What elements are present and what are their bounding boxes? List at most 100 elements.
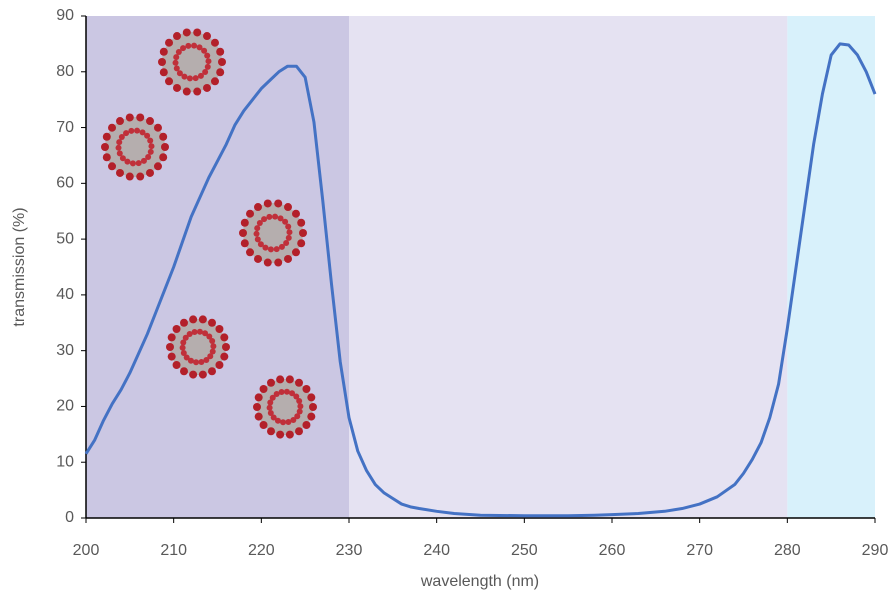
data-line bbox=[84, 42, 877, 518]
virus-spike bbox=[269, 394, 276, 401]
y-tick-label: 80 bbox=[56, 63, 74, 80]
virus-spike bbox=[309, 403, 317, 411]
virus-icon bbox=[101, 113, 169, 181]
virus-spike bbox=[282, 218, 289, 225]
virus-spike bbox=[182, 334, 189, 341]
virus-spike bbox=[267, 409, 274, 416]
y-tick-label: 10 bbox=[56, 453, 74, 470]
virus-body bbox=[170, 319, 226, 375]
virus-spike bbox=[262, 244, 269, 251]
virus-spike bbox=[253, 230, 260, 237]
virus-spike bbox=[198, 359, 205, 366]
virus-spike bbox=[180, 367, 188, 376]
virus-spike bbox=[118, 134, 125, 141]
x-tick-label: 290 bbox=[862, 542, 889, 559]
virus-spike bbox=[173, 83, 181, 92]
virus-spike bbox=[240, 239, 249, 248]
virus-spike bbox=[285, 419, 292, 426]
virus-spike bbox=[274, 199, 283, 208]
virus-spike bbox=[207, 353, 214, 360]
virus-spike bbox=[159, 132, 168, 141]
virus-spike bbox=[276, 375, 285, 384]
virus-spike bbox=[293, 393, 300, 400]
virus-spike bbox=[208, 318, 216, 327]
shaded-region bbox=[86, 16, 349, 518]
virus-icon bbox=[239, 199, 307, 267]
virus-spike bbox=[175, 49, 182, 56]
virus-spike bbox=[146, 168, 154, 177]
virus-spike bbox=[253, 403, 261, 411]
virus-spike bbox=[102, 132, 111, 141]
virus-spike bbox=[267, 378, 275, 387]
y-tick-label: 40 bbox=[56, 286, 74, 303]
virus-spike bbox=[296, 398, 303, 405]
virus-spike bbox=[274, 417, 281, 424]
virus-spike bbox=[259, 385, 268, 394]
virus-spike bbox=[256, 220, 263, 227]
virus-spike bbox=[172, 325, 181, 334]
virus-spike bbox=[267, 427, 275, 436]
virus-spike bbox=[291, 209, 300, 218]
virus-spike bbox=[191, 42, 198, 49]
virus-spike bbox=[302, 420, 311, 429]
virus-spike bbox=[283, 388, 290, 395]
virus-spike bbox=[295, 378, 303, 387]
virus-spike bbox=[165, 77, 174, 86]
virus-spike bbox=[239, 229, 247, 237]
virus-spike bbox=[198, 315, 207, 324]
virus-spike bbox=[196, 328, 203, 335]
virus-spike bbox=[180, 318, 188, 327]
virus-spike bbox=[146, 117, 154, 126]
virus-spike bbox=[273, 246, 280, 253]
virus-spike bbox=[259, 420, 268, 429]
virus-spike bbox=[102, 153, 111, 162]
y-tick-label: 20 bbox=[56, 398, 74, 415]
virus-spike bbox=[202, 330, 209, 337]
virus-spike bbox=[205, 58, 212, 65]
virus-spike bbox=[180, 339, 187, 346]
virus-spike bbox=[272, 213, 279, 220]
virus-spike bbox=[210, 77, 219, 86]
virus-spike bbox=[246, 209, 255, 218]
virus-spike bbox=[273, 391, 280, 398]
virus-spike bbox=[128, 127, 135, 134]
virus-spike bbox=[116, 117, 124, 126]
virus-spike bbox=[147, 137, 154, 144]
virus-icon bbox=[253, 375, 317, 439]
virus-spike bbox=[145, 153, 152, 160]
virus-spike bbox=[254, 412, 263, 421]
virus-spike bbox=[257, 241, 264, 248]
virus-spike bbox=[158, 58, 166, 66]
virus-spike bbox=[286, 229, 293, 236]
virus-spike bbox=[144, 132, 151, 139]
virus-spike bbox=[266, 404, 273, 411]
virus-spike bbox=[203, 83, 211, 92]
virus-spike bbox=[148, 143, 155, 150]
x-tick-label: 250 bbox=[511, 542, 538, 559]
virus-spike bbox=[285, 223, 292, 230]
virus-spike bbox=[285, 430, 294, 439]
virus-spike bbox=[153, 162, 162, 171]
virus-spike bbox=[161, 143, 169, 151]
y-tick-label: 60 bbox=[56, 175, 74, 192]
virus-spike bbox=[159, 68, 168, 77]
virus-spike bbox=[254, 236, 261, 243]
virus-spike bbox=[299, 229, 307, 237]
virus-spike bbox=[210, 343, 217, 350]
virus-spike bbox=[285, 375, 294, 384]
virus-spike bbox=[263, 258, 272, 267]
y-tick-label: 0 bbox=[65, 509, 74, 526]
virus-spike bbox=[284, 203, 292, 212]
virus-spike bbox=[202, 68, 209, 75]
virus-spike bbox=[284, 254, 292, 263]
virus-spike bbox=[216, 68, 225, 77]
y-tick-label: 30 bbox=[56, 342, 74, 359]
virus-spike bbox=[307, 393, 316, 402]
virus-spike bbox=[254, 254, 262, 263]
virus-spike bbox=[278, 243, 285, 250]
x-tick-label: 280 bbox=[774, 542, 801, 559]
virus-spike bbox=[240, 218, 249, 227]
virus-spike bbox=[185, 42, 192, 49]
virus-spike bbox=[186, 331, 193, 338]
virus-spike bbox=[208, 367, 216, 376]
